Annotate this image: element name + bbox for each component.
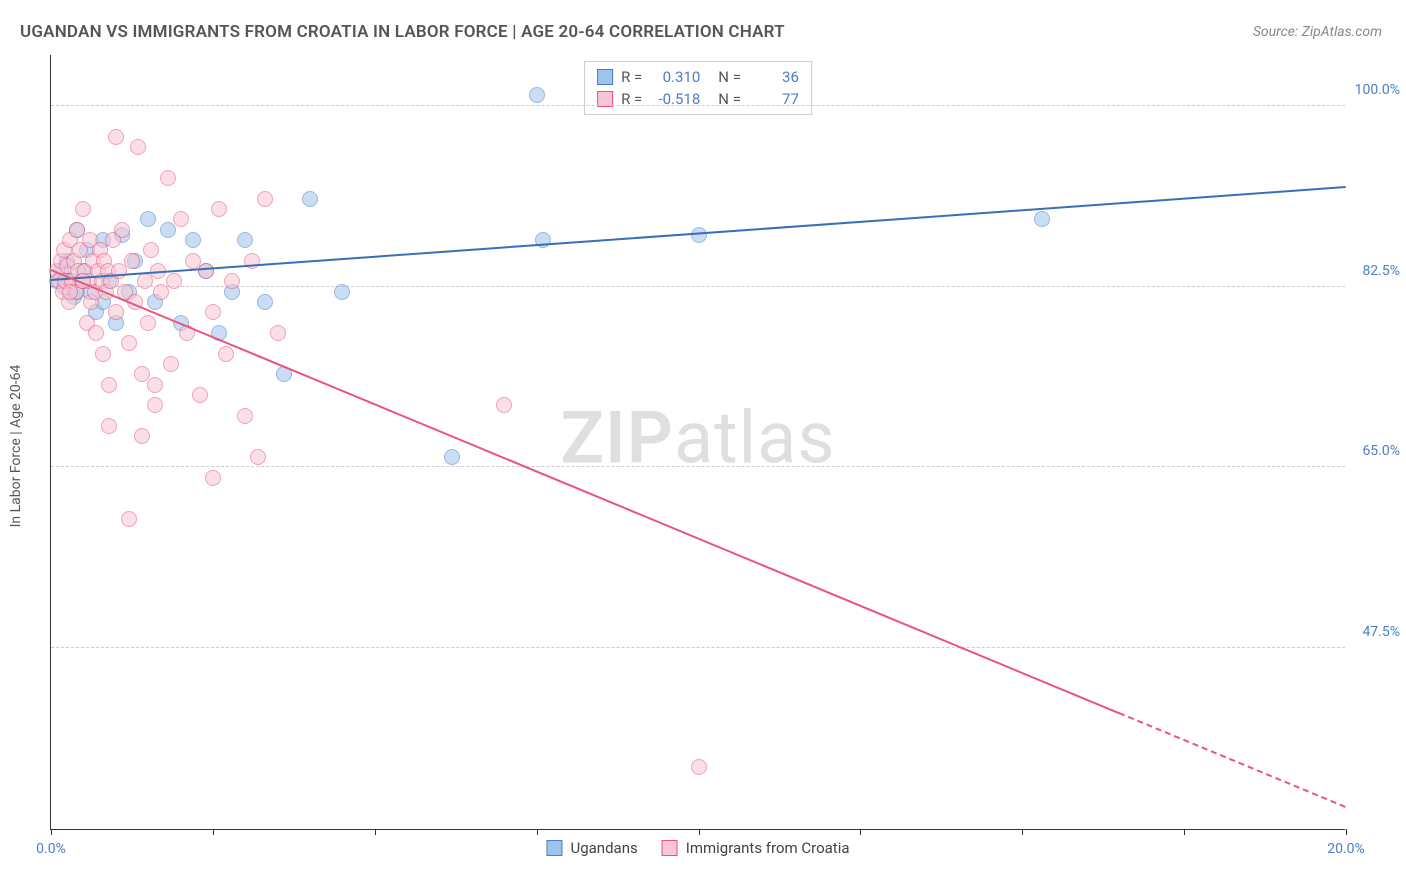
gridline bbox=[51, 105, 1345, 106]
data-point bbox=[108, 129, 124, 145]
data-point bbox=[121, 335, 137, 351]
legend-item: Immigrants from Croatia bbox=[662, 839, 850, 857]
stats-row: R = 0.310 N = 36 bbox=[597, 66, 799, 88]
y-tick-label: 65.0% bbox=[1362, 443, 1400, 459]
data-point bbox=[302, 191, 318, 207]
data-point bbox=[147, 377, 163, 393]
stat-label: N = bbox=[718, 66, 741, 88]
data-point bbox=[192, 387, 208, 403]
data-point bbox=[173, 211, 189, 227]
watermark-bold: ZIP bbox=[560, 395, 673, 480]
source-attribution: Source: ZipAtlas.com bbox=[1253, 24, 1382, 40]
legend-item: Ugandans bbox=[546, 839, 637, 857]
data-point bbox=[124, 253, 140, 269]
gridline bbox=[51, 286, 1345, 287]
stat-label: R = bbox=[621, 88, 642, 110]
data-point bbox=[75, 201, 91, 217]
data-point bbox=[205, 304, 221, 320]
stat-label: R = bbox=[621, 66, 642, 88]
data-point bbox=[143, 242, 159, 258]
legend-swatch bbox=[597, 69, 613, 85]
data-point bbox=[224, 273, 240, 289]
y-tick-label: 100.0% bbox=[1355, 82, 1400, 98]
data-point bbox=[160, 170, 176, 186]
watermark: ZIPatlas bbox=[560, 395, 835, 480]
x-tick bbox=[1346, 829, 1347, 835]
data-point bbox=[211, 201, 227, 217]
gridline bbox=[51, 647, 1345, 648]
data-point bbox=[529, 87, 545, 103]
x-tick bbox=[1184, 829, 1185, 835]
data-point bbox=[140, 211, 156, 227]
data-point bbox=[237, 408, 253, 424]
data-point bbox=[496, 397, 512, 413]
legend-swatch bbox=[546, 840, 562, 856]
data-point bbox=[166, 273, 182, 289]
data-point bbox=[691, 759, 707, 775]
data-point bbox=[198, 263, 214, 279]
data-point bbox=[270, 325, 286, 341]
data-point bbox=[163, 356, 179, 372]
x-tick-label: 20.0% bbox=[1327, 841, 1365, 857]
stats-row: R = -0.518 N = 77 bbox=[597, 88, 799, 110]
data-point bbox=[88, 325, 104, 341]
legend: Ugandans Immigrants from Croatia bbox=[546, 839, 849, 857]
legend-label: Ugandans bbox=[570, 839, 637, 857]
correlation-stats-box: R = 0.310 N = 36 R = -0.518 N = 77 bbox=[584, 61, 812, 115]
gridline bbox=[51, 466, 1345, 467]
data-point bbox=[334, 284, 350, 300]
data-point bbox=[218, 346, 234, 362]
data-point bbox=[147, 397, 163, 413]
chart-title: UGANDAN VS IMMIGRANTS FROM CROATIA IN LA… bbox=[20, 22, 785, 42]
data-point bbox=[444, 449, 460, 465]
data-point bbox=[134, 428, 150, 444]
y-tick-label: 47.5% bbox=[1362, 624, 1400, 640]
stat-n-value: 36 bbox=[749, 66, 799, 88]
trend-line-dashed bbox=[1119, 712, 1346, 808]
stat-r-value: 0.310 bbox=[650, 66, 700, 88]
data-point bbox=[1034, 211, 1050, 227]
legend-label: Immigrants from Croatia bbox=[686, 839, 850, 857]
x-tick bbox=[860, 829, 861, 835]
x-tick bbox=[537, 829, 538, 835]
x-tick bbox=[51, 829, 52, 835]
x-tick bbox=[375, 829, 376, 835]
data-point bbox=[114, 222, 130, 238]
x-tick bbox=[213, 829, 214, 835]
x-tick-label: 0.0% bbox=[36, 841, 66, 857]
data-point bbox=[101, 377, 117, 393]
y-tick-label: 82.5% bbox=[1362, 263, 1400, 279]
data-point bbox=[101, 418, 117, 434]
y-axis-label: In Labor Force | Age 20-64 bbox=[8, 365, 24, 528]
watermark-rest: atlas bbox=[674, 395, 836, 480]
data-point bbox=[205, 470, 221, 486]
data-point bbox=[250, 449, 266, 465]
data-point bbox=[140, 315, 156, 331]
data-point bbox=[108, 304, 124, 320]
data-point bbox=[257, 191, 273, 207]
x-tick bbox=[1022, 829, 1023, 835]
data-point bbox=[237, 232, 253, 248]
data-point bbox=[121, 511, 137, 527]
data-point bbox=[130, 139, 146, 155]
stat-r-value: -0.518 bbox=[650, 88, 700, 110]
stat-label: N = bbox=[718, 88, 741, 110]
data-point bbox=[185, 232, 201, 248]
x-tick bbox=[699, 829, 700, 835]
data-point bbox=[95, 346, 111, 362]
stat-n-value: 77 bbox=[749, 88, 799, 110]
legend-swatch bbox=[662, 840, 678, 856]
plot-area: ZIPatlas R =0.310N =36R =-0.518N =77 Uga… bbox=[50, 55, 1345, 830]
data-point bbox=[257, 294, 273, 310]
